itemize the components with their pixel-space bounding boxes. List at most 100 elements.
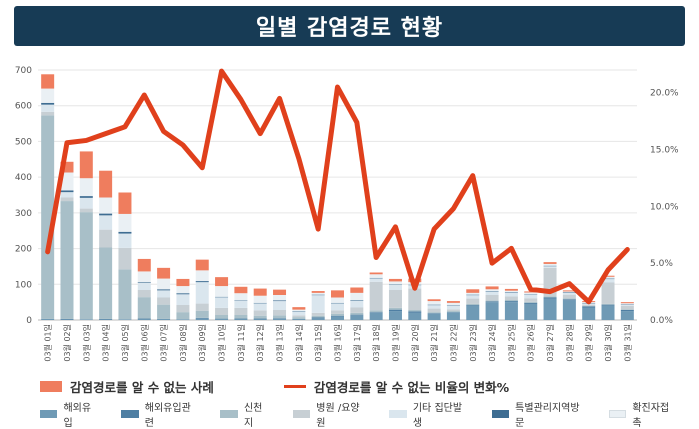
bar-segment-special (60, 190, 74, 193)
bar-segment-unknown (620, 302, 634, 304)
bar-segment-unknown (427, 299, 441, 302)
legend-label: 신천지 (243, 403, 263, 429)
legend-item-special: 특별관리지역방문 (491, 399, 587, 429)
bar-segment-unknown (195, 259, 209, 271)
legend-label: 해외유입관련 (144, 403, 191, 429)
bar-segment-contact (331, 297, 344, 303)
bar-segment-unknown (253, 288, 267, 296)
bar-segment-overseas (369, 312, 383, 320)
bar-segment-unknown (137, 258, 151, 272)
bar-segment-contact (446, 302, 460, 306)
bar-segment-special (79, 196, 93, 198)
bar-segment-contact (524, 292, 538, 295)
bar-segment-contact (253, 295, 267, 303)
bar-segment-unknown (215, 277, 229, 287)
ratio-point (162, 130, 165, 133)
bar-segment-other_cluster (157, 290, 171, 298)
x-tick-label: 03월 08일 (178, 324, 188, 362)
bar-segment-contact (41, 88, 55, 103)
bar-segment-shincheonji (311, 315, 325, 318)
bar-segment-contact (369, 274, 383, 278)
bar-segment-shincheonji (215, 315, 229, 319)
bar-segment-other_cluster (176, 294, 190, 305)
ratio-point (259, 132, 262, 135)
bar-segment-hospital (292, 315, 306, 318)
bar-segment-overseas (350, 315, 364, 320)
bar-segment-overseas_related (562, 299, 576, 301)
bar-segment-overseas_related (620, 310, 634, 312)
bar-segment-shincheonji (485, 300, 499, 302)
ratio-point (452, 207, 455, 210)
bar-segment-special (485, 291, 499, 292)
bar-segment-overseas_related (388, 309, 402, 312)
bar-segment-unknown (79, 151, 93, 179)
bar-segment-hospital (388, 290, 402, 308)
ratio-point (66, 141, 68, 144)
bar-segment-special (388, 284, 402, 285)
ratio-point (510, 247, 513, 250)
ratio-point (240, 98, 242, 101)
bar-segment-unknown (446, 301, 460, 303)
bar-segment-hospital (408, 288, 422, 310)
x-axis: 03월 01일 03월 02일 03월 03일 03월 04일 03월 05일 03월 0… (43, 324, 633, 362)
bar-segment-contact (60, 172, 74, 191)
bar-segment-special (601, 278, 615, 280)
ratio-point (549, 290, 551, 293)
bar-segment-overseas (446, 312, 460, 320)
bar-segment-shincheonji (620, 309, 634, 310)
bar-segment-shincheonji (79, 212, 93, 320)
bar-segment-unknown (273, 289, 287, 295)
bar-segment-hospital (582, 304, 596, 306)
bar-segment-other_cluster (234, 300, 248, 308)
bar-segment-special (350, 300, 364, 301)
bar-segment-hospital (99, 229, 113, 248)
bar-segment-overseas (234, 318, 248, 320)
bar-segment-overseas (543, 298, 557, 320)
x-tick-label: 03월 24일 (487, 324, 497, 362)
x-tick-label: 03월 07일 (159, 324, 169, 362)
bar-segment-unknown (466, 289, 480, 293)
legend-label: 확진자접촉 (632, 403, 670, 429)
y-right-tick-label: 5.0% (650, 259, 673, 269)
legend-swatch (40, 410, 58, 418)
bar-segment-contact (485, 289, 499, 292)
bar-segment-overseas (253, 318, 267, 320)
ratio-point (626, 248, 629, 251)
x-tick-label: 03월 20일 (410, 324, 420, 362)
bar-segment-overseas (485, 302, 499, 320)
legend-item-other-cluster: 기타 집단발생 (389, 399, 469, 429)
bar-segment-hospital (253, 310, 267, 316)
bar-segment-unknown (41, 74, 55, 89)
bar-segment-overseas_related (543, 297, 557, 299)
legend-swatch (491, 410, 510, 418)
bar-segment-other_cluster (620, 304, 634, 306)
bar-segment-contact (137, 271, 151, 283)
bar-segment-special (504, 292, 518, 293)
bar-segment-other_cluster (485, 291, 499, 295)
bar-segment-overseas (524, 303, 538, 320)
bar-segment-unknown (60, 161, 74, 173)
bar-segment-unknown (118, 192, 132, 214)
bar-segment-shincheonji (41, 115, 55, 319)
bar-segment-contact (466, 292, 480, 295)
bar-segment-hospital (41, 111, 55, 116)
y-axis-left: 0 100 200 300 400 500 600 700 (15, 66, 32, 326)
legend-item-contact: 확진자접촉 (608, 399, 677, 429)
bar-segment-overseas_related (273, 318, 287, 319)
bar-segment-hospital (157, 297, 171, 305)
bar-segment-contact (601, 276, 615, 279)
x-tick-label: 03월 30일 (603, 324, 613, 362)
bar-segment-overseas (273, 318, 287, 320)
bar-segment-overseas_related (253, 318, 267, 320)
bar-segment-shincheonji (446, 311, 460, 313)
bar-segment-overseas_related (369, 312, 383, 313)
bar-segment-overseas (118, 319, 132, 320)
y-left-tick-label: 400 (15, 173, 32, 183)
bar-segment-hospital (137, 290, 151, 298)
bar-segment-other_cluster (331, 303, 344, 311)
y-right-tick-label: 15.0% (650, 146, 679, 156)
legend-label: 특별관리지역방문 (515, 403, 580, 429)
ratio-point (433, 228, 435, 230)
x-tick-label: 03월 26일 (526, 324, 536, 362)
bar-segment-shincheonji (99, 247, 113, 319)
